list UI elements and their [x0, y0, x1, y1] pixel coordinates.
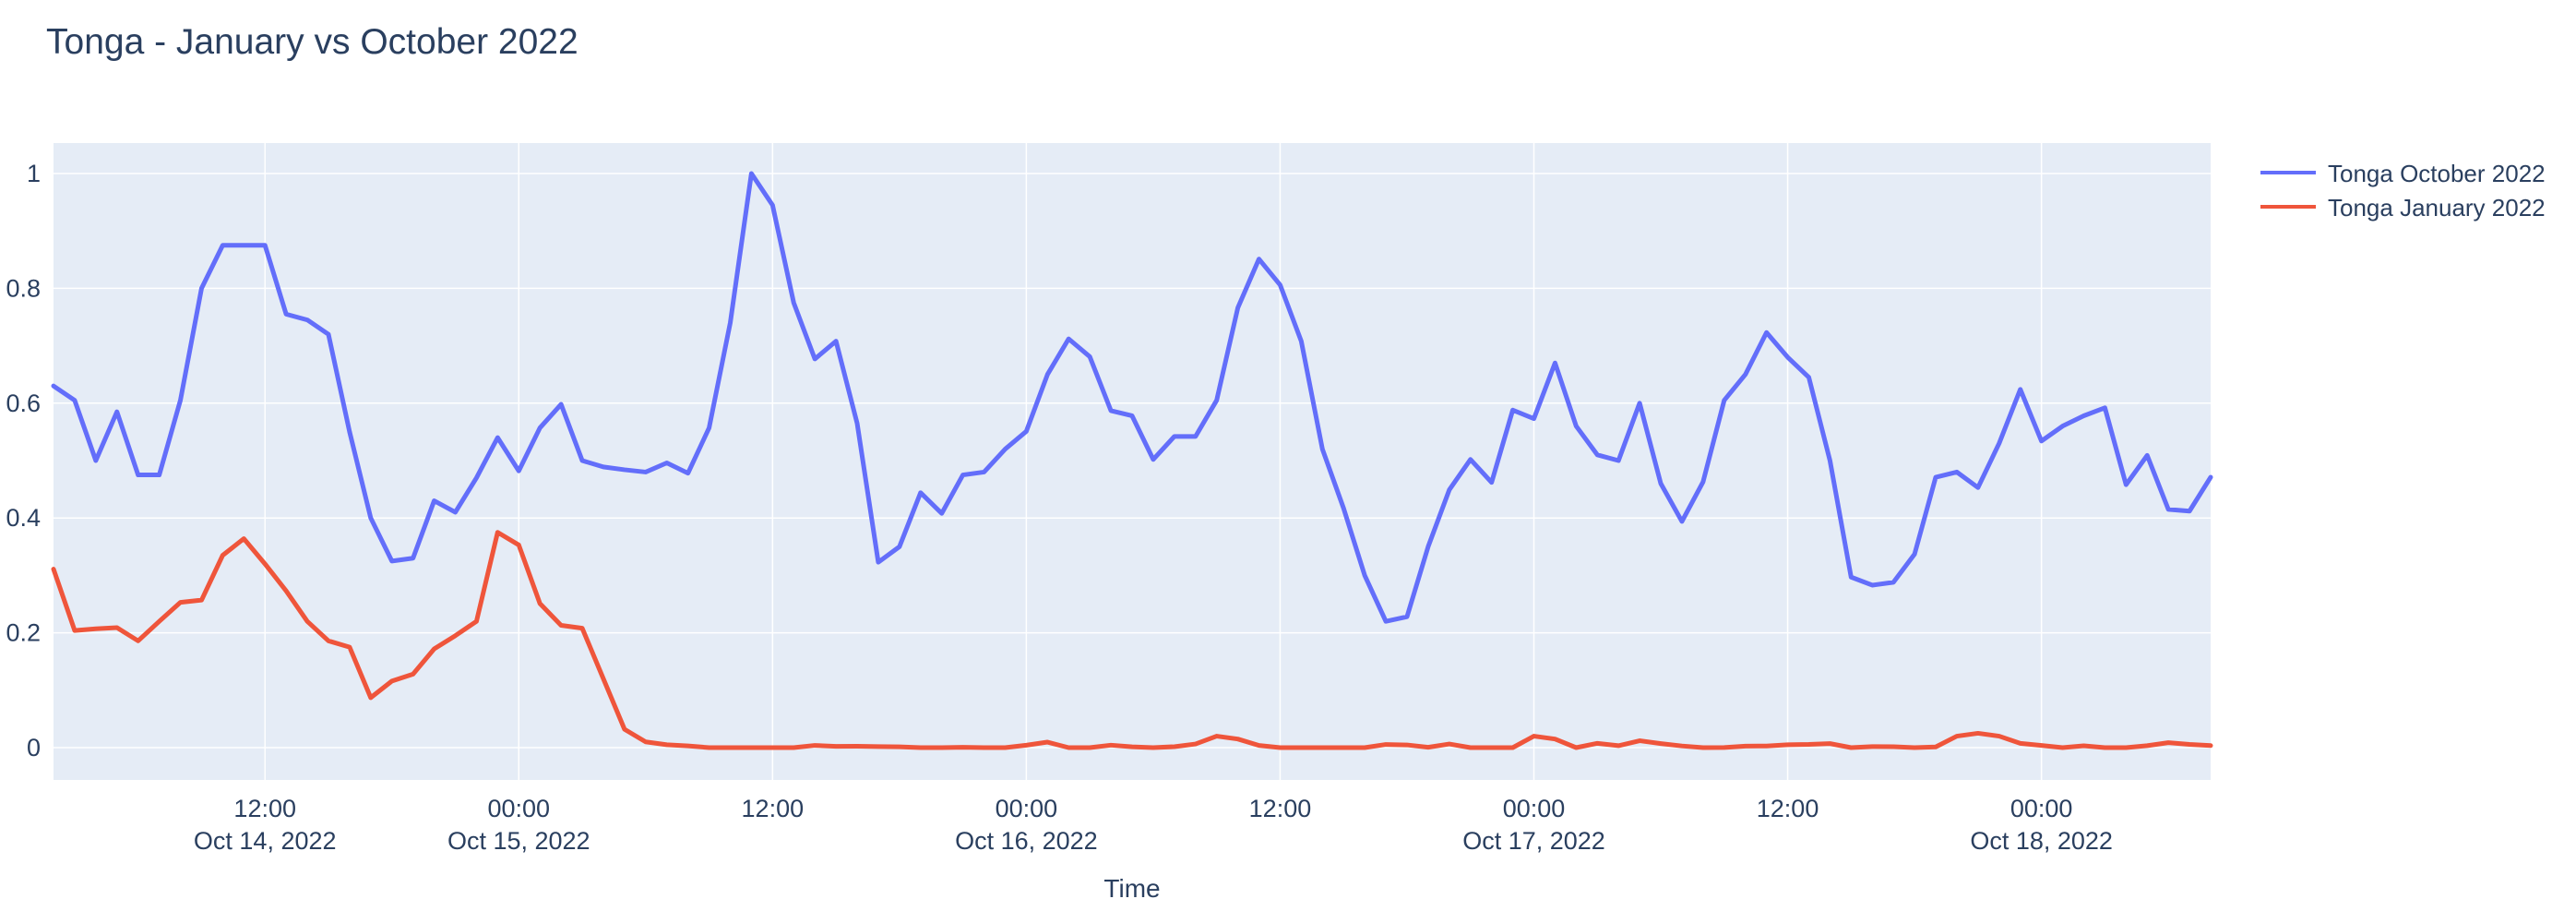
svg-text:12:00: 12:00 — [1757, 795, 1819, 822]
svg-text:Oct 16, 2022: Oct 16, 2022 — [955, 827, 1098, 855]
svg-text:00:00: 00:00 — [2010, 795, 2073, 822]
svg-text:Oct 15, 2022: Oct 15, 2022 — [447, 827, 590, 855]
svg-text:0.4: 0.4 — [6, 504, 41, 532]
svg-text:Oct 18, 2022: Oct 18, 2022 — [1970, 827, 2113, 855]
svg-text:00:00: 00:00 — [1503, 795, 1566, 822]
svg-text:0.8: 0.8 — [6, 274, 41, 302]
svg-text:12:00: 12:00 — [1249, 795, 1312, 822]
svg-text:0: 0 — [27, 734, 41, 761]
svg-text:Tonga October 2022: Tonga October 2022 — [2328, 160, 2546, 187]
svg-text:Time: Time — [1103, 874, 1160, 899]
svg-text:Oct 17, 2022: Oct 17, 2022 — [1462, 827, 1605, 855]
svg-text:Tonga January 2022: Tonga January 2022 — [2328, 194, 2546, 222]
svg-text:Tonga - January vs October 202: Tonga - January vs October 2022 — [46, 22, 578, 62]
svg-text:1: 1 — [27, 160, 41, 187]
svg-text:12:00: 12:00 — [742, 795, 805, 822]
svg-text:0.6: 0.6 — [6, 390, 41, 417]
svg-text:0.2: 0.2 — [6, 619, 41, 647]
svg-text:Oct 14, 2022: Oct 14, 2022 — [194, 827, 337, 855]
svg-text:00:00: 00:00 — [996, 795, 1058, 822]
svg-text:12:00: 12:00 — [233, 795, 296, 822]
svg-text:00:00: 00:00 — [487, 795, 550, 822]
